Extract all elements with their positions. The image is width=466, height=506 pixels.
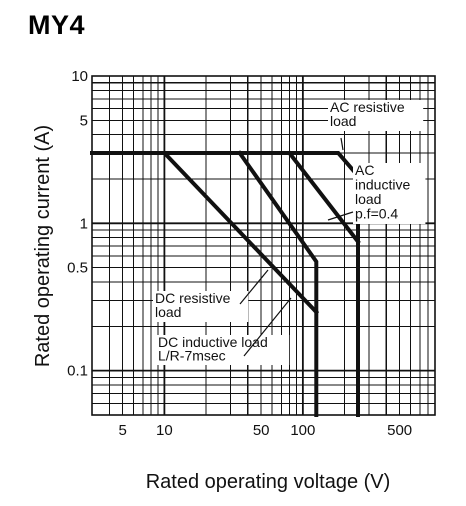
y-axis-label: Rated operating current (A) (32, 125, 54, 367)
annotation-leader (327, 211, 354, 221)
tick-labels: 5 10 50 100 500 10 5 1 0.5 0.1 (67, 68, 412, 439)
y-tick-label: 1 (80, 215, 88, 232)
annotation-4: DC inductive load L/R-7msec (158, 334, 268, 364)
annotation-2: AC inductive load p.f=0.4 (355, 162, 410, 222)
x-tick-label: 5 (119, 422, 127, 439)
plot-frame (91, 75, 436, 416)
annotation-bg (353, 163, 426, 224)
annotation-line: AC (355, 162, 374, 178)
annotation-leader (239, 269, 269, 305)
annotation-bg (153, 291, 249, 322)
y-tick-label: 0.5 (67, 260, 88, 277)
annotation-line: inductive (355, 177, 410, 193)
annotation-leader (243, 297, 292, 357)
annotation-line: load (155, 304, 181, 320)
annotation-line: load (330, 113, 356, 129)
annotation-line: DC resistive (155, 290, 231, 306)
chart-title: MY4 (28, 10, 86, 40)
annotation-leader (340, 137, 344, 151)
annotation-line: load (355, 191, 381, 207)
series-layer (90, 150, 361, 417)
series-line-3 (236, 150, 319, 417)
x-tick-label: 50 (253, 422, 270, 439)
annotation-line: L/R-7msec (158, 348, 226, 364)
annotation-3: DC resistive load (155, 290, 231, 320)
x-tick-label: 100 (290, 422, 315, 439)
annotation-line: p.f=0.4 (355, 206, 398, 222)
annotation-line: DC inductive load (158, 334, 268, 350)
x-tick-label: 500 (387, 422, 412, 439)
annotation-bg (328, 100, 424, 131)
series-line-2 (286, 150, 361, 245)
annotation-bg (156, 335, 290, 365)
x-tick-label: 10 (156, 422, 173, 439)
series-line-4 (161, 150, 320, 315)
annotation-1: AC resistive load (330, 99, 405, 129)
y-tick-label: 10 (71, 68, 88, 85)
y-tick-label: 5 (80, 112, 88, 129)
series-line-1 (90, 151, 360, 417)
y-tick-label: 0.1 (67, 363, 88, 380)
annotation-line: AC resistive (330, 99, 405, 115)
x-axis-label: Rated operating voltage (V) (146, 471, 391, 493)
